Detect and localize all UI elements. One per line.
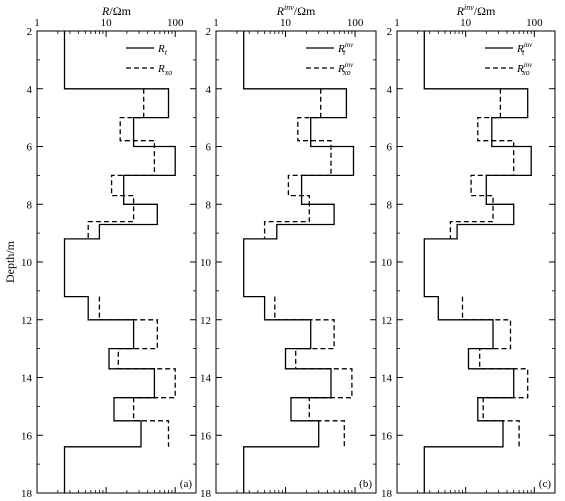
series-line [423, 31, 532, 493]
x-axis-title: R/Ωm [101, 4, 132, 18]
panel-1: 1 10 100 2 4 6 8 10 12 14 16 18 R/Ωm Depth/m Rt Rxo (a) [3, 4, 197, 500]
series-solid [423, 31, 532, 493]
legend-label: Rinv t [337, 41, 354, 57]
legend-label: Rinv xo [516, 61, 533, 77]
panel-3: 1 10 100 2 4 6 8 10 12 14 16 18 Rinv/Ωm Rinv t Rinv xo (c… [381, 3, 556, 500]
series-dashed [87, 88, 176, 447]
x-tick-label: 10 [280, 17, 292, 29]
series-line [243, 31, 355, 493]
panel-label: (a) [180, 478, 193, 490]
series-dashed [263, 88, 353, 447]
series-dashed [449, 88, 529, 447]
y-tick-label: 18 [21, 488, 33, 500]
y-tick-label: 14 [200, 373, 212, 385]
panel-label: (c) [539, 478, 552, 490]
y-tick-label: 16 [21, 430, 33, 442]
x-tick-label: 10 [460, 17, 472, 29]
series-line [449, 88, 529, 447]
plot-frame [396, 30, 556, 494]
y-tick-label: 12 [21, 315, 32, 327]
y-tick-label: 2 [27, 26, 33, 38]
series-solid [243, 31, 355, 493]
series-line [87, 88, 176, 447]
series-line [63, 31, 176, 493]
y-tick-label: 2 [206, 26, 212, 38]
series-solid [63, 31, 176, 493]
y-tick-label: 10 [200, 257, 212, 269]
panel-2: 1 10 100 2 4 6 8 10 12 14 16 18 Rinv/Ωm Rinv t Rinv xo (b… [200, 3, 377, 500]
y-tick-label: 4 [27, 84, 33, 96]
y-tick-label: 12 [381, 315, 392, 327]
x-axis-title: Rinv/Ωm [456, 3, 496, 18]
y-tick-label: 14 [21, 373, 33, 385]
series-line [263, 88, 353, 447]
legend-label: Rinv xo [337, 61, 354, 77]
y-tick-label: 6 [387, 142, 393, 154]
x-tick-label: 1 [394, 17, 400, 29]
y-tick-label: 4 [206, 84, 212, 96]
y-tick-label: 6 [206, 142, 212, 154]
y-tick-label: 4 [387, 84, 393, 96]
y-tick-label: 8 [206, 199, 212, 211]
y-tick-label: 8 [27, 199, 33, 211]
x-tick-label: 10 [101, 17, 113, 29]
x-tick-label: 1 [34, 17, 40, 29]
y-tick-label: 10 [381, 257, 393, 269]
y-tick-label: 6 [27, 142, 33, 154]
x-tick-label: 100 [167, 17, 184, 29]
plot-frame [215, 30, 377, 494]
y-tick-label: 16 [200, 430, 212, 442]
y-tick-label: 16 [381, 430, 393, 442]
y-tick-label: 8 [387, 199, 393, 211]
legend-label: Rxo [157, 63, 172, 77]
legend-label: Rinv t [516, 41, 533, 57]
plot-frame [36, 30, 197, 494]
y-tick-label: 10 [21, 257, 33, 269]
x-tick-label: 1 [213, 17, 219, 29]
x-tick-label: 100 [347, 17, 364, 29]
x-axis-title: Rinv/Ωm [276, 3, 316, 18]
legend-label: Rt [157, 43, 168, 57]
y-tick-label: 2 [387, 26, 393, 38]
y-axis-title: Depth/m [3, 240, 17, 283]
y-tick-label: 18 [200, 488, 212, 500]
y-tick-label: 14 [381, 373, 393, 385]
panel-label: (b) [359, 478, 372, 490]
y-tick-label: 12 [200, 315, 211, 327]
x-tick-label: 100 [526, 17, 543, 29]
y-tick-label: 18 [381, 488, 393, 500]
